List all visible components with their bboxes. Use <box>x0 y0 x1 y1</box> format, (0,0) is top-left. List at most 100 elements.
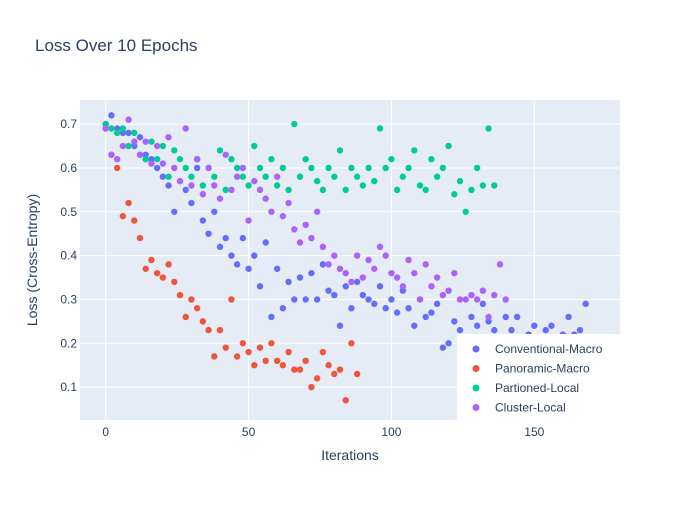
data-point <box>159 142 167 150</box>
data-point <box>513 313 521 321</box>
data-point <box>113 155 121 163</box>
data-point <box>302 155 309 163</box>
data-point <box>233 353 241 360</box>
legend[interactable]: Conventional-Macro Panoramic-Macro Partion… <box>457 334 620 420</box>
data-point <box>548 322 555 329</box>
data-point <box>491 326 498 334</box>
data-point <box>102 120 109 128</box>
data-point <box>159 160 167 167</box>
data-point <box>371 300 378 308</box>
data-point <box>342 186 349 194</box>
data-point <box>319 348 327 356</box>
data-point <box>388 155 395 163</box>
data-point <box>285 186 292 194</box>
data-point <box>371 265 378 272</box>
data-point <box>245 348 252 356</box>
data-point <box>279 362 287 369</box>
data-point <box>565 313 572 321</box>
data-point <box>376 283 384 290</box>
legend-item-cluster-local[interactable]: Cluster-Local <box>472 401 566 415</box>
data-point <box>119 142 127 150</box>
legend-marker <box>472 404 480 411</box>
y-tick-label: 0.4 <box>60 249 77 263</box>
data-point <box>131 217 138 224</box>
data-point <box>319 243 327 251</box>
data-point <box>153 269 161 277</box>
data-point <box>285 278 292 286</box>
tick-labels: 0 50 100 150 0.1 0.2 0.3 0.4 0.5 0.6 0.7 <box>60 117 544 439</box>
data-point <box>439 291 447 299</box>
data-point <box>245 217 252 224</box>
data-point <box>422 186 429 194</box>
legend-label: Partioned-Local <box>495 381 579 395</box>
data-point <box>239 173 247 180</box>
data-point <box>148 256 155 264</box>
legend-marker <box>472 384 480 392</box>
y-tick-label: 0.3 <box>60 292 77 306</box>
data-point <box>222 344 229 351</box>
data-point <box>336 366 344 373</box>
data-point <box>142 265 149 272</box>
data-point <box>165 134 172 141</box>
data-point <box>485 318 492 325</box>
data-point <box>331 252 338 259</box>
data-point <box>136 151 144 158</box>
legend-marker <box>472 365 480 372</box>
data-point <box>313 375 321 382</box>
data-point <box>108 125 115 132</box>
data-point <box>182 125 189 132</box>
data-point <box>342 397 349 404</box>
data-point <box>268 340 275 347</box>
y-axis-label: Loss (Cross-Entropy) <box>24 194 40 326</box>
data-point <box>262 173 269 180</box>
data-point <box>233 173 241 180</box>
data-point <box>136 234 144 242</box>
data-point <box>205 326 212 334</box>
data-point <box>205 230 212 237</box>
data-point <box>582 300 589 308</box>
legend-item-panoramic-macro[interactable]: Panoramic-Macro <box>472 362 591 376</box>
legend-item-conventional-macro[interactable]: Conventional-Macro <box>472 342 603 356</box>
data-point <box>331 370 338 378</box>
data-point <box>485 125 492 132</box>
data-point <box>273 265 281 272</box>
data-point <box>508 326 515 334</box>
data-point <box>251 362 258 369</box>
data-point <box>222 186 229 194</box>
data-point <box>359 182 367 189</box>
series-cluster-local <box>102 116 509 321</box>
x-axis-label: Iterations <box>321 447 379 463</box>
data-point <box>416 296 424 303</box>
data-point <box>228 155 235 163</box>
data-point <box>279 212 287 220</box>
data-point <box>388 296 395 303</box>
data-point <box>119 129 127 137</box>
data-point <box>199 191 207 198</box>
data-point <box>399 173 407 180</box>
data-point <box>148 138 155 145</box>
data-point <box>171 147 178 154</box>
data-point <box>445 340 452 347</box>
data-point <box>245 265 252 272</box>
data-point <box>296 173 304 180</box>
data-point <box>411 147 418 154</box>
data-point <box>171 208 178 215</box>
data-point <box>148 155 155 163</box>
data-point <box>462 208 469 215</box>
data-point <box>188 199 195 207</box>
data-point <box>342 269 349 277</box>
data-point <box>239 234 247 242</box>
legend-marker <box>472 345 480 353</box>
data-point <box>188 182 195 189</box>
data-point <box>182 186 189 194</box>
data-point <box>313 177 321 185</box>
data-point <box>153 164 161 172</box>
data-point <box>279 164 287 172</box>
data-point <box>542 326 549 334</box>
data-point <box>131 142 138 150</box>
data-point <box>313 296 321 303</box>
data-point <box>211 182 218 189</box>
data-point <box>228 252 235 259</box>
legend-item-partioned-local[interactable]: Partioned-Local <box>472 381 580 395</box>
data-point <box>193 164 201 172</box>
